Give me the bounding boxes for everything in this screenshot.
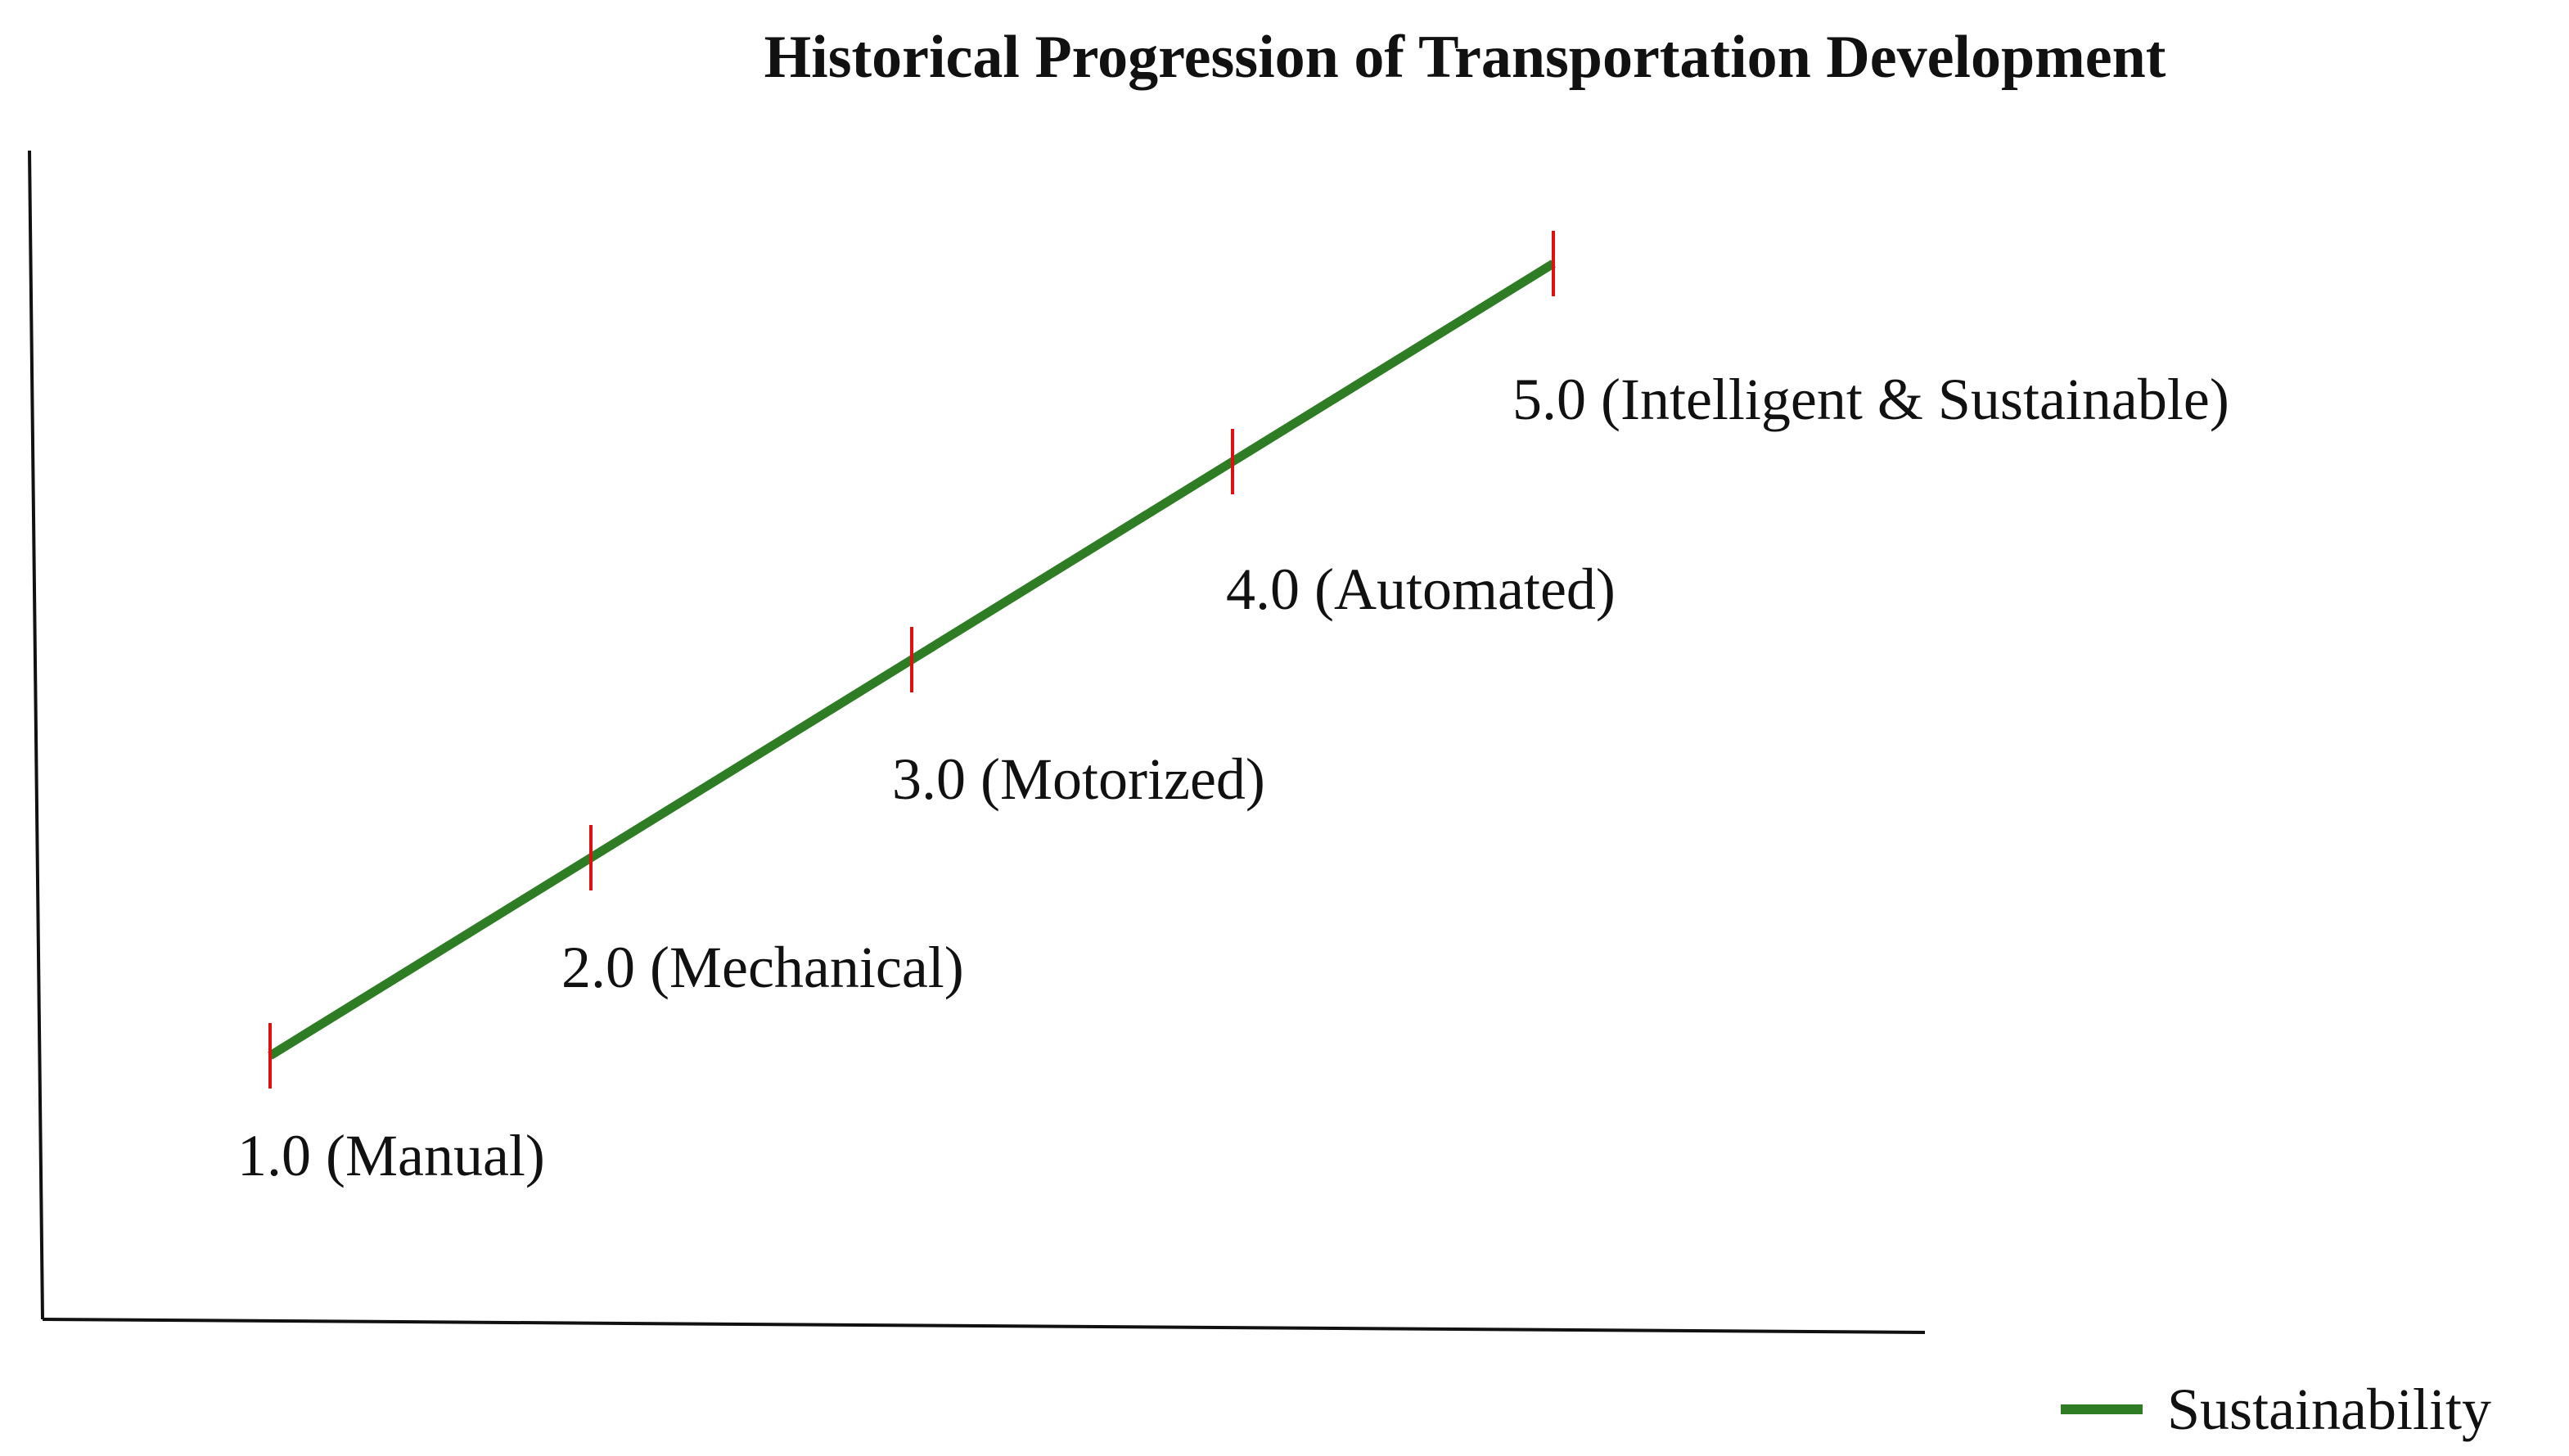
data-point-label: 5.0 (Intelligent & Sustainable) [1512, 367, 2229, 432]
legend: Sustainability [2061, 1377, 2491, 1442]
data-point-label: 2.0 (Mechanical) [561, 935, 964, 1000]
x-axis [42, 1318, 1926, 1334]
y-axis [28, 150, 44, 1320]
legend-label-sustainability: Sustainability [2167, 1377, 2491, 1442]
chart-title: Historical Progression of Transportation… [764, 24, 2166, 91]
data-point-label: 1.0 (Manual) [237, 1123, 545, 1188]
marker-layer [268, 231, 1555, 1089]
data-point-label: 4.0 (Automated) [1226, 557, 1616, 622]
data-point-label: 3.0 (Motorized) [892, 746, 1265, 812]
label-layer: 1.0 (Manual) 2.0 (Mechanical) 3.0 (Motoriz… [237, 367, 2229, 1188]
